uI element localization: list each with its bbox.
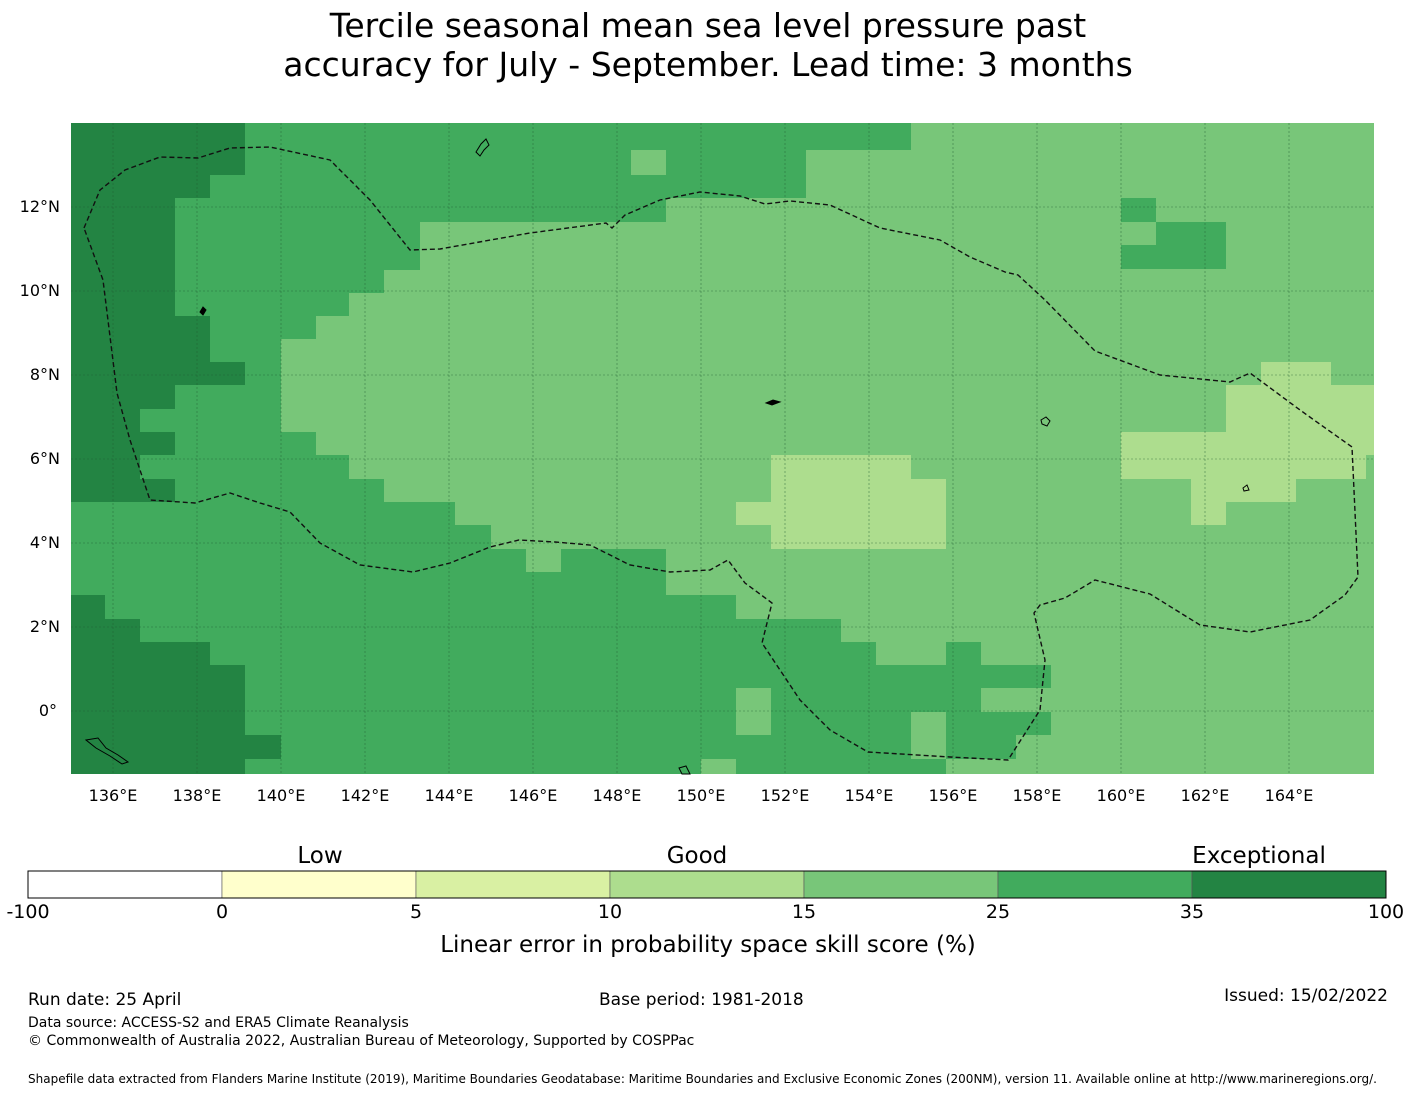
eez-boundary	[83, 146, 1359, 761]
skill-region-15-25	[806, 150, 841, 175]
lon-label-146e: 146°E	[508, 786, 558, 805]
lon-label-152e: 152°E	[760, 786, 810, 805]
colorbar-segment	[221, 870, 417, 899]
skill-region-15-25	[911, 712, 946, 759]
colorbar-tick: 10	[597, 901, 623, 923]
colorbar-segment	[27, 870, 223, 899]
lon-label-162e: 162°E	[1180, 786, 1230, 805]
lon-label-144e: 144°E	[424, 786, 474, 805]
colorbar-label-low: Low	[297, 843, 343, 869]
copyright: © Commonwealth of Australia 2022, Austra…	[28, 1033, 695, 1049]
base-period: Base period: 1981-2018	[599, 990, 804, 1010]
lon-label-160e: 160°E	[1096, 786, 1146, 805]
colorbar-tick: -100	[6, 901, 50, 923]
title-line-2: accuracy for July - September. Lead time…	[283, 45, 1133, 84]
lon-label-138e: 138°E	[172, 786, 222, 805]
colorbar-tick: 100	[1367, 901, 1405, 923]
skill-region-25-35	[1121, 198, 1226, 269]
lon-label-156e: 156°E	[928, 786, 978, 805]
colorbar-label-exceptional: Exceptional	[1192, 843, 1326, 869]
colorbar-segment	[803, 870, 999, 899]
colorbar-tick: 0	[215, 901, 229, 923]
lat-label-2n: 2°N	[29, 617, 60, 636]
lat-label-4n: 4°N	[29, 533, 60, 552]
lat-label-12n: 12°N	[19, 197, 60, 216]
island-outlines	[84, 138, 1250, 775]
lon-label-140e: 140°E	[256, 786, 306, 805]
skill-region-25-35	[71, 123, 1051, 774]
skill-region-15-25	[736, 688, 771, 735]
skill-region-35-100	[71, 123, 245, 502]
shapefile-credit: Shapefile data extracted from Flanders M…	[28, 1072, 1377, 1086]
colorbar-frame	[27, 870, 1387, 899]
lat-label-6n: 6°N	[29, 449, 60, 468]
lat-label-0: 0°	[38, 701, 57, 720]
skill-field	[71, 123, 1374, 774]
lon-label-148e: 148°E	[592, 786, 642, 805]
map-title: Tercile seasonal mean sea level pressure…	[0, 6, 1416, 84]
lon-label-158e: 158°E	[1012, 786, 1062, 805]
skill-region-15-25	[1191, 123, 1331, 128]
colorbar-tick: 35	[1179, 901, 1205, 923]
colorbar-segment	[1191, 870, 1387, 899]
colorbar-segment	[609, 870, 805, 899]
issued-date: Issued: 15/02/2022	[1224, 986, 1388, 1006]
colorbar-segment	[415, 870, 611, 899]
colorbar-tick: 25	[985, 901, 1011, 923]
colorbar-label-good: Good	[666, 843, 728, 869]
lon-label-164e: 164°E	[1264, 786, 1314, 805]
graticule	[71, 123, 1374, 774]
colorbar-tick: 15	[791, 901, 817, 923]
lon-label-150e: 150°E	[676, 786, 726, 805]
skill-region-10-15	[1121, 362, 1374, 525]
lon-label-154e: 154°E	[844, 786, 894, 805]
lon-label-142e: 142°E	[340, 786, 390, 805]
colorbar-title: Linear error in probability space skill …	[440, 932, 976, 958]
skill-region-10-15	[736, 455, 946, 549]
lat-label-10n: 10°N	[19, 281, 60, 300]
skill-region-15-25	[981, 688, 1051, 712]
skill-region-15-25	[631, 150, 666, 175]
data-source: Data source: ACCESS-S2 and ERA5 Climate …	[28, 1015, 409, 1031]
skill-region-15-25	[701, 759, 736, 774]
lon-label-136e: 136°E	[88, 786, 138, 805]
title-line-1: Tercile seasonal mean sea level pressure…	[329, 6, 1087, 45]
skill-region-35-100	[71, 595, 281, 774]
colorbar	[27, 870, 1387, 899]
colorbar-segment	[997, 870, 1193, 899]
run-date: Run date: 25 April	[28, 990, 182, 1010]
colorbar-tick: 5	[409, 901, 423, 923]
skill-region-15-25	[526, 549, 561, 572]
lat-label-8n: 8°N	[29, 365, 60, 384]
